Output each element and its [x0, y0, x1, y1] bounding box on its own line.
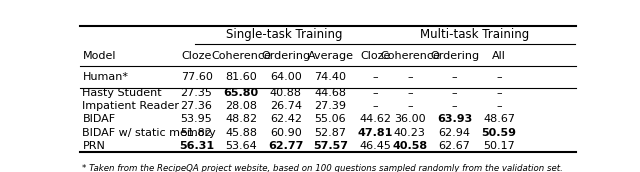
Text: 64.00: 64.00 [270, 72, 301, 82]
Text: –: – [407, 72, 413, 82]
Text: 40.88: 40.88 [270, 88, 302, 98]
Text: 28.08: 28.08 [225, 101, 257, 111]
Text: Cloze: Cloze [360, 51, 390, 61]
Text: 27.39: 27.39 [314, 101, 346, 111]
Text: Multi-task Training: Multi-task Training [420, 28, 529, 41]
Text: * Taken from the RecipeQA project website, based on 100 questions sampled random: * Taken from the RecipeQA project websit… [83, 164, 563, 172]
Text: Coherence: Coherence [380, 51, 440, 61]
Text: 47.81: 47.81 [357, 128, 393, 138]
Text: 57.57: 57.57 [313, 141, 348, 151]
Text: BIDAF w/ static memory: BIDAF w/ static memory [83, 128, 216, 138]
Text: 27.36: 27.36 [180, 101, 212, 111]
Text: Cloze: Cloze [181, 51, 212, 61]
Text: 81.60: 81.60 [225, 72, 257, 82]
Text: 48.82: 48.82 [225, 114, 257, 124]
Text: All: All [492, 51, 506, 61]
Text: Impatient Reader: Impatient Reader [83, 101, 179, 111]
Text: –: – [407, 88, 413, 98]
Text: –: – [452, 101, 458, 111]
Text: 46.45: 46.45 [359, 141, 391, 151]
Text: 40.58: 40.58 [392, 141, 428, 151]
Text: 56.31: 56.31 [179, 141, 214, 151]
Text: 36.00: 36.00 [394, 114, 426, 124]
Text: Average: Average [307, 51, 353, 61]
Text: Hasty Student: Hasty Student [83, 88, 162, 98]
Text: Single-task Training: Single-task Training [226, 28, 342, 41]
Text: 60.90: 60.90 [270, 128, 301, 138]
Text: 63.93: 63.93 [437, 114, 472, 124]
Text: 55.06: 55.06 [315, 114, 346, 124]
Text: 44.68: 44.68 [314, 88, 346, 98]
Text: 74.40: 74.40 [314, 72, 346, 82]
Text: 48.67: 48.67 [483, 114, 515, 124]
Text: –: – [407, 101, 413, 111]
Text: BIDAF: BIDAF [83, 114, 116, 124]
Text: 52.87: 52.87 [314, 128, 346, 138]
Text: Ordering: Ordering [261, 51, 310, 61]
Text: 65.80: 65.80 [223, 88, 259, 98]
Text: –: – [496, 88, 502, 98]
Text: 53.95: 53.95 [180, 114, 212, 124]
Text: 45.88: 45.88 [225, 128, 257, 138]
Text: 50.59: 50.59 [482, 128, 516, 138]
Text: –: – [496, 72, 502, 82]
Text: 62.94: 62.94 [438, 128, 470, 138]
Text: –: – [372, 101, 378, 111]
Text: 44.62: 44.62 [359, 114, 391, 124]
Text: –: – [452, 88, 458, 98]
Text: Model: Model [83, 51, 116, 61]
Text: Ordering: Ordering [430, 51, 479, 61]
Text: Coherence: Coherence [211, 51, 271, 61]
Text: 77.60: 77.60 [180, 72, 212, 82]
Text: 40.23: 40.23 [394, 128, 426, 138]
Text: 51.82: 51.82 [180, 128, 212, 138]
Text: 62.67: 62.67 [438, 141, 470, 151]
Text: 62.42: 62.42 [270, 114, 302, 124]
Text: 26.74: 26.74 [270, 101, 302, 111]
Text: Human*: Human* [83, 72, 129, 82]
Text: 27.35: 27.35 [180, 88, 212, 98]
Text: –: – [372, 72, 378, 82]
Text: –: – [496, 101, 502, 111]
Text: 50.17: 50.17 [483, 141, 515, 151]
Text: –: – [452, 72, 458, 82]
Text: –: – [372, 88, 378, 98]
Text: 53.64: 53.64 [225, 141, 257, 151]
Text: 62.77: 62.77 [268, 141, 303, 151]
Text: PRN: PRN [83, 141, 106, 151]
